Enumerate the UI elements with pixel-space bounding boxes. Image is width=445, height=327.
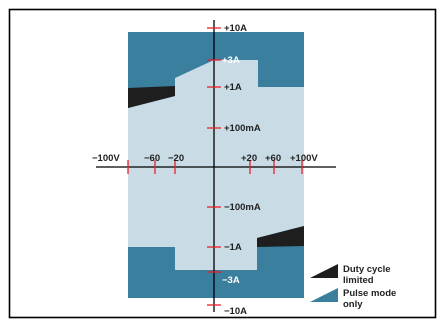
legend-label-duty-cycle-line2: limited [343, 275, 374, 286]
duty-cycle-region-lower [257, 226, 304, 247]
legend-swatch-duty-cycle [310, 264, 338, 278]
label-p100mA: +100mA [224, 123, 261, 134]
duty-cycle-region-upper [128, 86, 175, 108]
figure-frame [8, 8, 437, 319]
label-p60: +60 [265, 153, 281, 164]
x-axis-ticks [127, 160, 303, 174]
legend: Duty cycle limited Pulse mode only [310, 264, 396, 310]
label-p10A: +10A [224, 23, 247, 34]
label-m20: −20 [168, 153, 184, 164]
legend-label-pulse-mode-line2: only [343, 299, 363, 310]
label-m1A: −1A [224, 242, 242, 253]
label-p20: +20 [241, 153, 257, 164]
y-axis-ticks [207, 27, 221, 306]
label-m3A: −3A [222, 275, 240, 286]
dc-operating-region [128, 60, 304, 270]
legend-label-duty-cycle-line1: Duty cycle [343, 264, 391, 275]
label-p3A: +3A [222, 55, 240, 66]
label-m10A: −10A [224, 306, 247, 317]
legend-label-pulse-mode-line1: Pulse mode [343, 288, 396, 299]
label-p100V: +100V [290, 153, 318, 164]
label-m60: −60 [144, 153, 160, 164]
label-m100V: −100V [92, 153, 120, 164]
label-m100mA: −100mA [224, 202, 261, 213]
legend-swatch-pulse-mode [310, 288, 338, 302]
label-p1A: +1A [224, 82, 242, 93]
